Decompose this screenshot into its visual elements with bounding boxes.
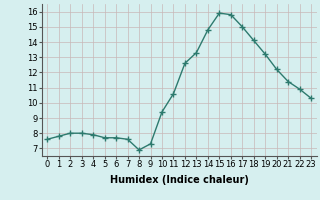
X-axis label: Humidex (Indice chaleur): Humidex (Indice chaleur) (110, 175, 249, 185)
